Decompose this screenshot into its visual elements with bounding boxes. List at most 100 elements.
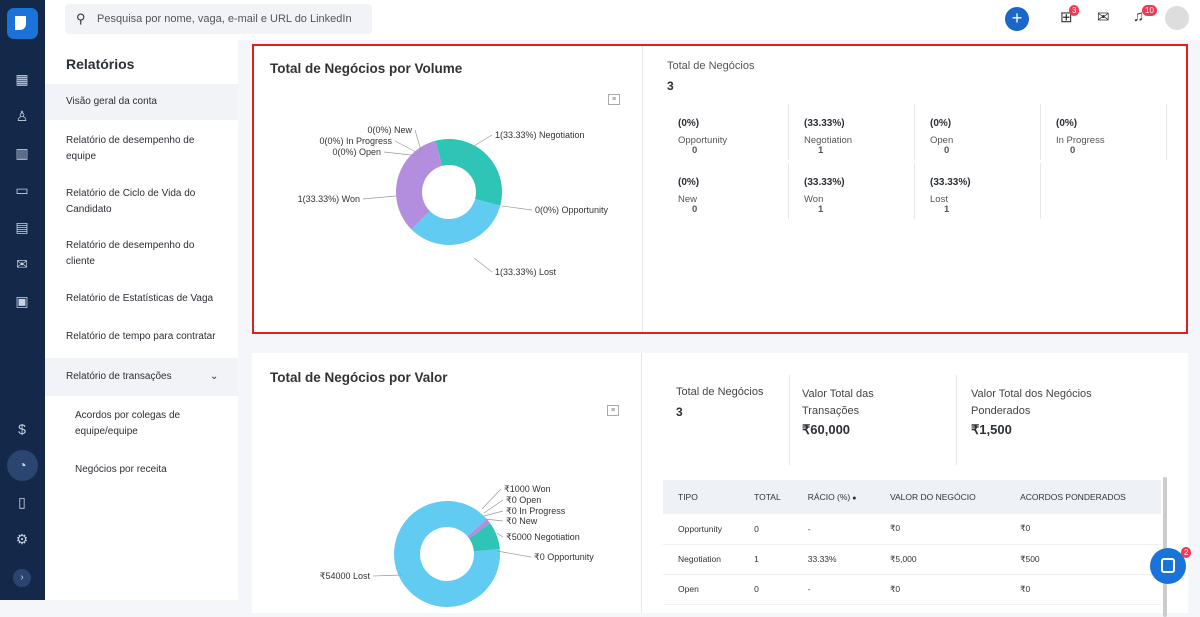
stat-won: 1 (33.33%) Won (790, 163, 915, 219)
data-label: ₹1000 Won (504, 484, 551, 494)
companies-icon[interactable]: ▥ (15, 145, 29, 161)
search-icon: ⚲ (76, 11, 86, 26)
sidebar-item[interactable]: Relatório de desempenho do cliente (66, 240, 195, 267)
table-cell: Negotiation (663, 544, 740, 575)
total-value: 3 (676, 405, 683, 419)
add-button[interactable]: + (1005, 7, 1029, 31)
gift-icon[interactable]: ⊞ 3 (1060, 5, 1080, 26)
reports-icon[interactable]: ◔ (7, 450, 38, 481)
stat-value: 0 (0%) (678, 118, 700, 156)
deals-icon[interactable]: $ (18, 421, 26, 437)
sidebar-item[interactable]: Visão geral da conta (45, 84, 238, 120)
sidebar-item[interactable]: Relatório de Ciclo de Vida do Candidato (66, 188, 196, 215)
data-label: ₹5000 Negotiation (506, 532, 580, 542)
invoice-icon[interactable]: ▯ (18, 494, 26, 510)
sidebar-subitem[interactable]: Acordos por colegas de equipe/equipe (75, 410, 181, 437)
sidebar-subitem[interactable]: Negócios por receita (75, 464, 167, 475)
slice-lost[interactable] (411, 199, 501, 246)
mail-add-icon[interactable]: ✉ (1097, 9, 1110, 26)
sidebar-item[interactable]: Relatório de desempenho de equipe (66, 135, 195, 162)
weighted-label: Valor Total dos Negócios Ponderados (971, 388, 1092, 417)
slice-lost[interactable] (394, 501, 500, 607)
total-label: Total de Negócios (667, 60, 755, 72)
candidates-icon[interactable]: ♙ (15, 108, 29, 124)
reports-sidebar: Relatórios Visão geral da conta Relatóri… (45, 40, 238, 600)
gift-badge: 3 (1069, 5, 1080, 16)
chat-badge: 2 (1181, 547, 1192, 558)
column-header: ACORDOS PONDERADOS (1005, 480, 1161, 514)
deals-table: TIPO TOTAL RÁCIO (%) ● VALOR DO NEGÓCIO ACOR… (663, 480, 1161, 605)
search-placeholder: Pesquisa por nome, vaga, e-mail e URL do… (97, 13, 352, 25)
nav-rail: ▦ ♙ ▥ ▭ ▤ ✉ ▣ $ ◔ ▯ ⚙ › (0, 0, 45, 600)
slice-won[interactable] (467, 519, 491, 539)
value-card: Total de Negócios por Valor ≡ ₹1000 Won ₹… (252, 353, 1188, 617)
calendar-icon[interactable]: ▣ (15, 293, 29, 309)
sidebar-title: Relatórios (66, 56, 135, 72)
data-label: 0(0%) New (367, 125, 412, 135)
avatar[interactable] (1165, 6, 1189, 30)
dashboard-icon[interactable]: ▦ (15, 71, 29, 87)
bell-icon[interactable]: ♫ 10 (1133, 5, 1157, 25)
slice-negotiation[interactable] (435, 139, 502, 206)
stat-lost: 1 (33.33%) Lost (916, 163, 1041, 219)
table-cell: ₹5,000 (874, 544, 1006, 575)
stat-in-progress: 0 (0%) In Progress (1042, 104, 1167, 160)
chat-icon (1161, 558, 1175, 573)
stat-label: Opportunity (678, 135, 728, 146)
sidebar-item[interactable]: Relatório de Estatísticas de Vaga (66, 293, 214, 304)
table-cell: - (792, 514, 875, 545)
search-input[interactable]: ⚲ Pesquisa por nome, vaga, e-mail e URL d… (65, 4, 372, 34)
total-label: Total de Negócios (676, 386, 764, 398)
expand-icon[interactable]: › (13, 569, 31, 587)
stat-value: 1 (33.33%) (804, 118, 845, 156)
table-cell: ₹500 (1005, 544, 1161, 575)
data-label: ₹0 Open (506, 495, 541, 505)
mail-icon[interactable]: ✉ (16, 256, 28, 272)
stat-label: Lost (930, 194, 948, 205)
table-row[interactable]: Open 0- ₹0 ₹0 (663, 574, 1161, 605)
chat-button[interactable]: 2 (1150, 547, 1192, 584)
table-cell: Opportunity (663, 514, 740, 545)
app-logo[interactable] (7, 8, 38, 39)
table-row[interactable]: Negotiation 1 33.33% ₹5,000 ₹500 (663, 544, 1161, 575)
stat-value: 0 (0%) (678, 177, 700, 215)
stat-label: Negotiation (804, 135, 853, 146)
jobs-icon[interactable]: ▤ (15, 219, 29, 235)
table-cell: ₹0 (874, 514, 1006, 545)
data-label: ₹0 In Progress (506, 506, 566, 516)
table-cell: 33.33% (792, 544, 875, 575)
sidebar-item-transactions[interactable]: Relatório de transações ⌄ (45, 358, 238, 396)
data-label: 0(0%) In Progress (319, 136, 392, 146)
table-cell: ₹0 (1005, 574, 1161, 605)
data-label: 1(33.33%) Negotiation (495, 130, 585, 140)
sum-label: Valor Total das Transações (802, 388, 874, 417)
table-cell: 0 (739, 514, 793, 545)
sidebar-item[interactable]: Relatório de tempo para contratar (66, 331, 216, 342)
value-donut-chart: ₹1000 Won₹0 Open₹0 In Progress₹0 New ₹500… (320, 484, 594, 607)
column-header: RÁCIO (%) ● (792, 480, 875, 514)
data-label: ₹0 New (506, 516, 538, 526)
stat-negotiation: 1 (33.33%) Negotiation (790, 104, 915, 160)
table-cell: ₹0 (1005, 514, 1161, 545)
menu-icon[interactable]: ≡ (607, 405, 619, 416)
stat-label: In Progress (1056, 135, 1105, 146)
stat-value: 1 (33.33%) (930, 177, 971, 215)
slice-negotiation[interactable] (469, 523, 500, 552)
slice-won[interactable] (395, 140, 443, 230)
table-row[interactable]: Opportunity 0- ₹0 ₹0 (663, 514, 1161, 545)
contacts-icon[interactable]: ▭ (15, 182, 29, 198)
info-icon[interactable]: ● (850, 495, 857, 502)
table-scrollbar[interactable] (1163, 477, 1167, 617)
sidebar-item-label: Relatório de transações (66, 371, 172, 382)
top-bar: ⚲ Pesquisa por nome, vaga, e-mail e URL d… (45, 0, 1200, 40)
volume-card: Total de Negócios por Volume ≡ 0(0%) New… (252, 44, 1188, 334)
stat-open: 0 (0%) Open (916, 104, 1041, 160)
bell-badge: 10 (1142, 5, 1157, 16)
settings-icon[interactable]: ⚙ (15, 531, 29, 547)
volume-title: Total de Negócios por Volume (270, 61, 463, 76)
menu-icon[interactable]: ≡ (608, 94, 620, 105)
data-label: 0(0%) Open (332, 147, 381, 157)
sum-value: ₹60,000 (802, 422, 851, 437)
stat-value: 0 (0%) (930, 118, 952, 156)
